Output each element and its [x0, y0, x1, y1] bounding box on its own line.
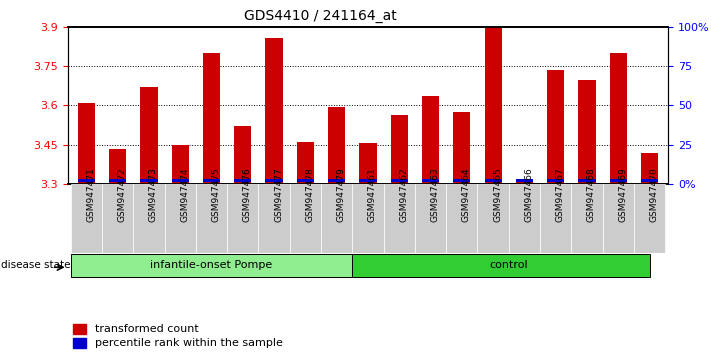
Bar — [227, 184, 258, 253]
Bar — [328, 107, 346, 184]
Bar — [540, 184, 572, 253]
Bar — [352, 254, 650, 277]
Text: GSM947462: GSM947462 — [400, 167, 408, 222]
Text: GSM947465: GSM947465 — [493, 167, 502, 222]
Bar — [390, 114, 408, 184]
Text: GSM947463: GSM947463 — [431, 167, 439, 222]
Bar — [359, 143, 377, 184]
Bar — [478, 184, 509, 253]
Bar — [603, 184, 634, 253]
Bar — [422, 178, 439, 182]
Bar — [352, 184, 384, 253]
Bar — [328, 178, 346, 182]
Text: GDS4410 / 241164_at: GDS4410 / 241164_at — [244, 9, 396, 23]
Bar — [289, 184, 321, 253]
Text: GSM947471: GSM947471 — [86, 167, 95, 222]
Bar — [70, 254, 352, 277]
Bar — [203, 53, 220, 184]
Legend: transformed count, percentile rank within the sample: transformed count, percentile rank withi… — [73, 324, 283, 348]
Bar — [515, 178, 533, 182]
Bar — [415, 184, 447, 253]
Bar — [359, 178, 377, 182]
Bar — [453, 178, 471, 182]
Bar — [547, 178, 565, 182]
Bar — [234, 126, 252, 184]
Bar — [171, 178, 189, 182]
Bar — [296, 178, 314, 182]
Text: disease state: disease state — [1, 261, 71, 270]
Bar — [265, 38, 283, 184]
Bar — [77, 103, 95, 184]
Bar — [164, 184, 196, 253]
Text: infantile-onset Pompe: infantile-onset Pompe — [150, 261, 272, 270]
Bar — [203, 178, 220, 182]
Bar — [321, 184, 352, 253]
Bar — [109, 178, 127, 182]
Bar — [578, 178, 596, 182]
Bar — [609, 53, 627, 184]
Bar — [70, 184, 102, 253]
Text: GSM947479: GSM947479 — [336, 167, 346, 222]
Bar — [484, 178, 502, 182]
Text: GSM947476: GSM947476 — [242, 167, 252, 222]
Bar — [265, 178, 283, 182]
Text: control: control — [489, 261, 528, 270]
Bar — [572, 184, 603, 253]
Text: GSM947468: GSM947468 — [587, 167, 596, 222]
Bar — [641, 178, 658, 182]
Text: GSM947473: GSM947473 — [149, 167, 158, 222]
Bar — [77, 178, 95, 182]
Bar — [234, 178, 252, 182]
Bar — [447, 184, 478, 253]
Text: GSM947470: GSM947470 — [650, 167, 658, 222]
Bar — [390, 178, 408, 182]
Bar — [578, 80, 596, 184]
Bar — [384, 184, 415, 253]
Bar — [133, 184, 164, 253]
Text: GSM947469: GSM947469 — [619, 167, 627, 222]
Bar — [609, 178, 627, 182]
Text: GSM947461: GSM947461 — [368, 167, 377, 222]
Text: GSM947467: GSM947467 — [556, 167, 565, 222]
Text: GSM947466: GSM947466 — [525, 167, 533, 222]
Text: GSM947477: GSM947477 — [274, 167, 283, 222]
Bar — [547, 70, 565, 184]
Bar — [634, 184, 665, 253]
Bar — [196, 184, 227, 253]
Text: GSM947474: GSM947474 — [180, 167, 189, 222]
Bar — [296, 142, 314, 184]
Bar — [484, 27, 502, 184]
Bar — [641, 153, 658, 184]
Text: GSM947478: GSM947478 — [305, 167, 314, 222]
Text: GSM947464: GSM947464 — [462, 167, 471, 222]
Bar — [515, 182, 533, 184]
Bar — [171, 145, 189, 184]
Bar — [509, 184, 540, 253]
Bar — [140, 87, 158, 184]
Bar — [109, 149, 127, 184]
Bar — [140, 178, 158, 182]
Text: GSM947475: GSM947475 — [211, 167, 220, 222]
Bar — [258, 184, 289, 253]
Bar — [422, 96, 439, 184]
Bar — [102, 184, 133, 253]
Text: GSM947472: GSM947472 — [117, 167, 127, 222]
Bar — [453, 112, 471, 184]
